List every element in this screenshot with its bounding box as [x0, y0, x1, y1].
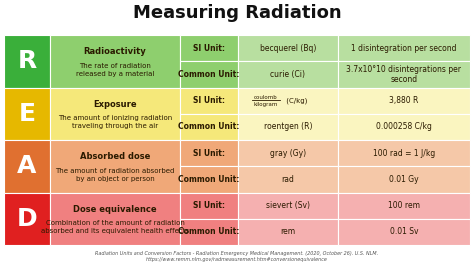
- Text: 100 rem: 100 rem: [388, 201, 420, 210]
- Text: A: A: [18, 154, 36, 178]
- Text: (C/kg): (C/kg): [284, 97, 307, 104]
- Bar: [180, 61, 238, 88]
- Bar: [338, 35, 470, 61]
- Text: Exposure: Exposure: [93, 100, 137, 109]
- Text: 0.000258 C/kg: 0.000258 C/kg: [376, 122, 432, 131]
- Text: 0.01 Sv: 0.01 Sv: [390, 227, 418, 236]
- Bar: [180, 219, 238, 245]
- Text: rem: rem: [281, 227, 296, 236]
- Text: The amount of ionizing radiation
traveling through the air: The amount of ionizing radiation traveli…: [58, 115, 172, 129]
- Bar: [50, 35, 180, 88]
- Text: 3,880 R: 3,880 R: [389, 96, 419, 105]
- Bar: [4, 35, 50, 88]
- Text: Dose equivalence: Dose equivalence: [73, 205, 157, 214]
- Text: 100 rad = 1 J/kg: 100 rad = 1 J/kg: [373, 149, 435, 158]
- Bar: [4, 193, 50, 245]
- Bar: [180, 193, 238, 219]
- Text: The rate of radiation
released by a material: The rate of radiation released by a mate…: [76, 63, 154, 77]
- Bar: [180, 88, 238, 114]
- Text: coulomb: coulomb: [254, 95, 278, 100]
- Bar: [50, 193, 180, 245]
- Bar: [180, 114, 238, 140]
- Text: rad: rad: [282, 175, 294, 184]
- Text: Measuring Radiation: Measuring Radiation: [133, 4, 341, 22]
- Bar: [180, 35, 238, 61]
- Bar: [238, 166, 338, 193]
- Text: Common Unit:: Common Unit:: [178, 175, 240, 184]
- Text: sievert (Sv): sievert (Sv): [266, 201, 310, 210]
- Text: curie (Ci): curie (Ci): [271, 70, 306, 79]
- Text: Radiation Units and Conversion Factors - Radiation Emergency Medical Management.: Radiation Units and Conversion Factors -…: [95, 250, 379, 256]
- Text: 0.01 Gy: 0.01 Gy: [389, 175, 419, 184]
- Text: Common Unit:: Common Unit:: [178, 227, 240, 236]
- Text: Radioactivity: Radioactivity: [83, 47, 146, 56]
- Text: Common Unit:: Common Unit:: [178, 122, 240, 131]
- Text: becquerel (Bq): becquerel (Bq): [260, 44, 316, 53]
- Bar: [338, 140, 470, 166]
- Text: kilogram: kilogram: [254, 102, 278, 107]
- Text: gray (Gy): gray (Gy): [270, 149, 306, 158]
- Bar: [180, 166, 238, 193]
- Bar: [238, 61, 338, 88]
- Bar: [4, 140, 50, 193]
- Bar: [238, 193, 338, 219]
- Text: SI Unit:: SI Unit:: [193, 44, 225, 53]
- Text: https://www.remm.nlm.gov/radmeasurement.htm#conversionequivalence: https://www.remm.nlm.gov/radmeasurement.…: [146, 257, 328, 262]
- Bar: [4, 88, 50, 140]
- Text: R: R: [18, 49, 36, 73]
- Text: SI Unit:: SI Unit:: [193, 149, 225, 158]
- Text: SI Unit:: SI Unit:: [193, 201, 225, 210]
- Text: Common Unit:: Common Unit:: [178, 70, 240, 79]
- Bar: [238, 35, 338, 61]
- Text: Absorbed dose: Absorbed dose: [80, 152, 150, 161]
- Bar: [338, 61, 470, 88]
- Bar: [238, 88, 338, 114]
- Text: SI Unit:: SI Unit:: [193, 96, 225, 105]
- Text: D: D: [17, 207, 37, 231]
- Bar: [338, 219, 470, 245]
- Bar: [50, 140, 180, 193]
- Bar: [238, 219, 338, 245]
- Bar: [338, 193, 470, 219]
- Bar: [50, 88, 180, 140]
- Text: Combination of the amount of radiation
absorbed and its equivalent health effect: Combination of the amount of radiation a…: [41, 220, 189, 234]
- Text: 1 disintegration per second: 1 disintegration per second: [351, 44, 457, 53]
- Bar: [180, 140, 238, 166]
- Bar: [338, 166, 470, 193]
- Bar: [238, 140, 338, 166]
- Text: 3.7x10°10 disintegrations per
second: 3.7x10°10 disintegrations per second: [346, 65, 462, 84]
- Text: E: E: [18, 102, 36, 126]
- Text: The amount of radiation absorbed
by an object or person: The amount of radiation absorbed by an o…: [55, 168, 175, 182]
- Bar: [238, 114, 338, 140]
- Bar: [338, 114, 470, 140]
- Bar: [338, 88, 470, 114]
- Text: roentgen (R): roentgen (R): [264, 122, 312, 131]
